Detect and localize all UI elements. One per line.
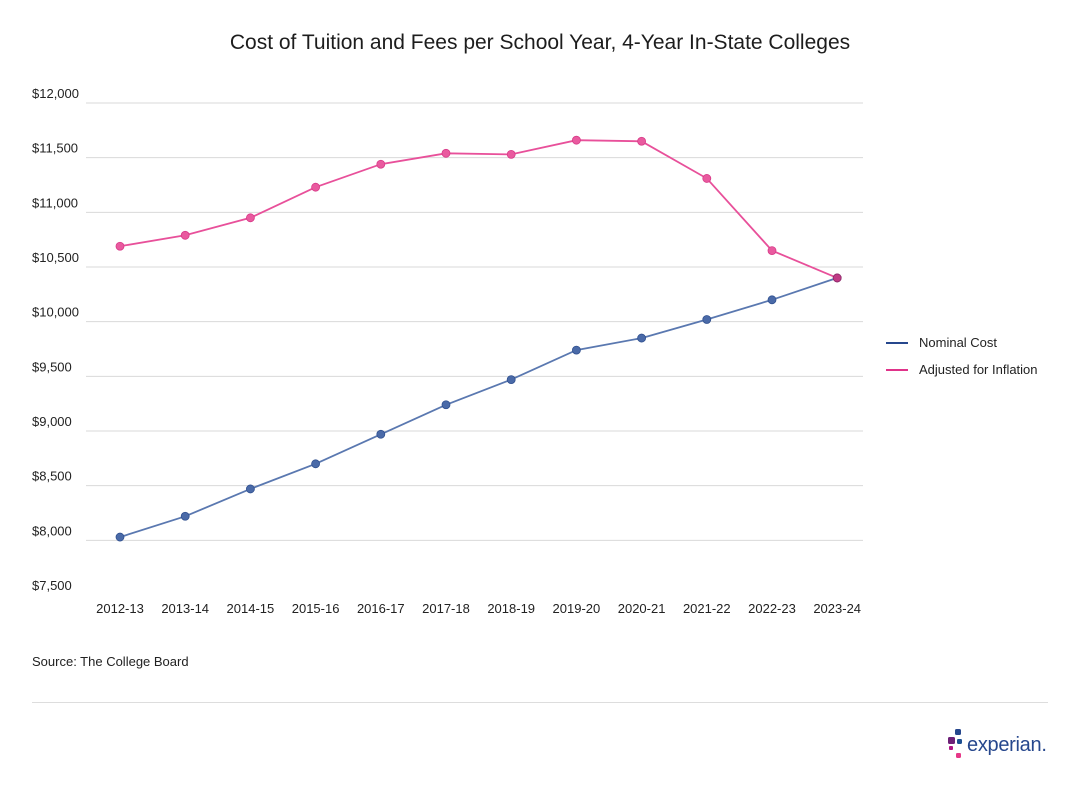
- x-tick-label: 2013-14: [161, 601, 209, 616]
- data-point-adjusted-for-inflation: [180, 230, 190, 240]
- legend-swatch-nominal-cost: [886, 341, 908, 344]
- x-tick-label: 2019-20: [553, 601, 601, 616]
- y-tick-label: $12,000: [32, 86, 79, 101]
- divider: [32, 702, 1048, 703]
- data-point-adjusted-for-inflation: [245, 213, 255, 223]
- x-tick-label: 2012-13: [96, 601, 144, 616]
- y-tick-label: $11,000: [32, 195, 78, 210]
- experian-logo-icon: [948, 729, 962, 758]
- data-point-adjusted-for-inflation: [572, 135, 581, 145]
- data-point-nominal-cost: [311, 459, 321, 469]
- x-tick-label: 2023-24: [813, 601, 861, 616]
- line-chart: $7,500 $8,000 $8,500 $9,000 $9,500 $10,000 $10…: [32, 86, 863, 616]
- data-point-nominal-cost: [637, 333, 646, 343]
- x-tick-label: 2022-23: [748, 601, 796, 616]
- y-tick-label: $8,000: [32, 523, 72, 538]
- source-note: Source: The College Board: [32, 654, 189, 669]
- data-point-nominal-cost: [702, 315, 712, 324]
- x-tick-label: 2016-17: [357, 601, 405, 616]
- data-point-nominal-cost: [245, 484, 255, 494]
- y-tick-label: $7,500: [32, 578, 72, 593]
- data-point-adjusted-for-inflation: [311, 182, 321, 192]
- x-tick-label: 2017-18: [422, 601, 470, 616]
- legend-item-adjusted-for-inflation: Adjusted for Inflation: [886, 356, 1038, 383]
- y-tick-label: $10,500: [32, 250, 79, 265]
- y-tick-label: $9,000: [32, 414, 72, 429]
- series-points: [115, 135, 842, 542]
- series-lines: [119, 139, 838, 538]
- data-point-adjusted-for-inflation: [115, 241, 125, 251]
- legend-swatch-adjusted-for-inflation: [886, 368, 908, 371]
- data-point-adjusted-for-inflation: [637, 136, 646, 146]
- x-tick-label: 2018-19: [487, 601, 535, 616]
- chart-title: Cost of Tuition and Fees per School Year…: [229, 31, 851, 54]
- data-point-nominal-cost: [115, 532, 125, 542]
- legend-label: Nominal Cost: [919, 335, 998, 350]
- x-tick-label: 2021-22: [683, 601, 731, 616]
- y-tick-label: $8,500: [32, 469, 72, 484]
- data-point-nominal-cost: [180, 511, 190, 521]
- x-tick-label: 2014-15: [227, 601, 275, 616]
- legend-label: Adjusted for Inflation: [919, 362, 1038, 377]
- x-tick-label: 2015-16: [292, 601, 340, 616]
- y-axis-ticks: $7,500 $8,000 $8,500 $9,000 $9,500 $10,000 $10…: [32, 86, 79, 593]
- data-point-nominal-cost: [832, 273, 842, 283]
- series-line-adjusted-for-inflation: [119, 139, 838, 279]
- data-point-adjusted-for-inflation: [506, 149, 516, 159]
- experian-logo: experian.: [948, 729, 1047, 761]
- y-tick-label: $9,500: [32, 359, 72, 374]
- series-line-nominal-cost: [119, 277, 838, 538]
- experian-wordmark: experian.: [967, 733, 1047, 756]
- y-tick-label: $10,000: [32, 305, 79, 320]
- data-point-adjusted-for-inflation: [767, 246, 777, 256]
- data-point-adjusted-for-inflation: [702, 174, 712, 183]
- data-point-nominal-cost: [767, 295, 777, 305]
- legend-item-nominal-cost: Nominal Cost: [886, 329, 1038, 356]
- x-tick-label: 2020-21: [618, 601, 666, 616]
- data-point-adjusted-for-inflation: [441, 148, 451, 158]
- data-point-nominal-cost: [506, 375, 516, 385]
- data-point-nominal-cost: [572, 345, 581, 355]
- grid-lines: [86, 102, 863, 541]
- data-point-nominal-cost: [441, 400, 451, 410]
- legend: Nominal Cost Adjusted for Inflation: [886, 329, 1038, 383]
- x-axis-ticks: 2012-13 2013-14 2014-15 2015-16 2016-17 2017-…: [96, 601, 861, 616]
- data-point-nominal-cost: [376, 429, 386, 439]
- y-tick-label: $11,500: [32, 141, 78, 156]
- data-point-adjusted-for-inflation: [376, 159, 386, 169]
